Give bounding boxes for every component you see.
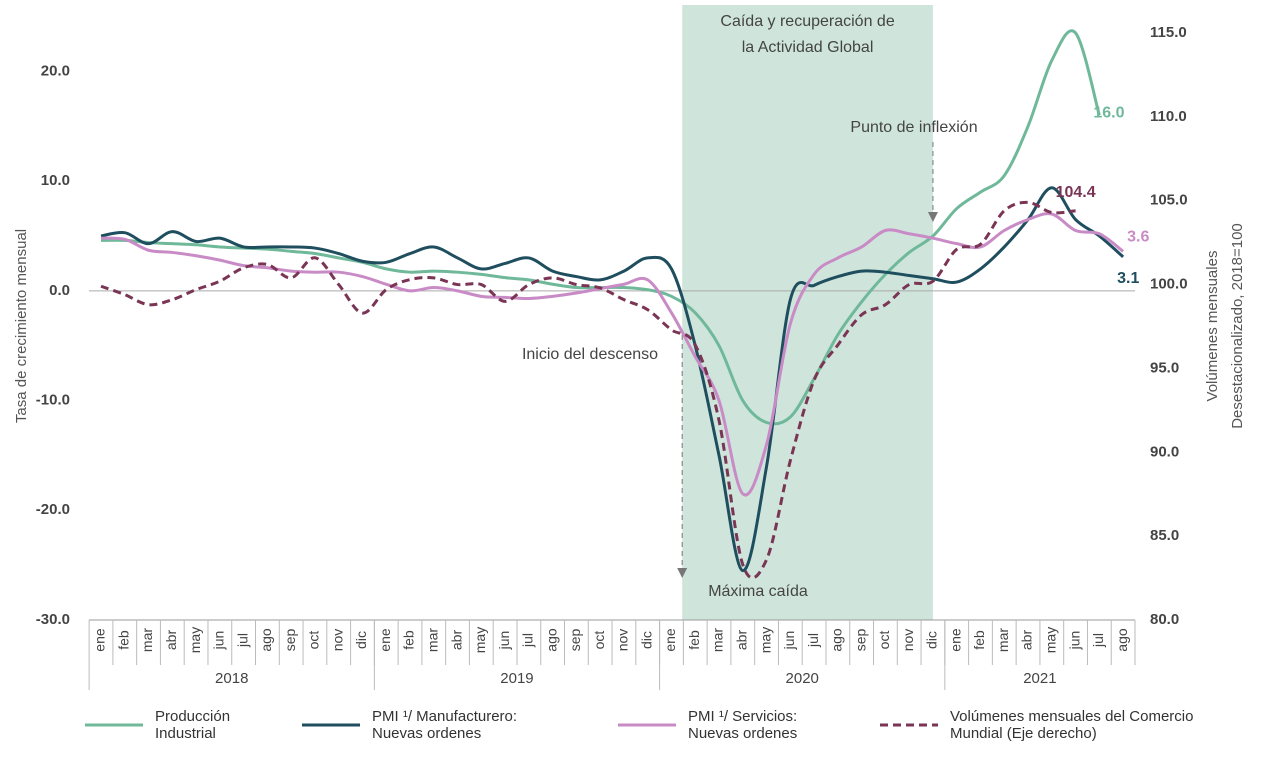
y-tick-label: 0.0 xyxy=(49,282,70,299)
x-group-label: 2018 xyxy=(215,670,248,687)
y2-tick-label: 105.0 xyxy=(1150,192,1188,209)
series-line xyxy=(101,31,1099,424)
legend-swatch xyxy=(618,720,676,730)
x-tick-label: oct xyxy=(306,631,322,650)
page: Tasa de crecimiento mensual Volúmenes me… xyxy=(0,0,1261,759)
highlight-band xyxy=(682,5,933,620)
annotation: Inicio del descenso xyxy=(522,346,658,363)
x-tick-label: nov xyxy=(900,629,916,652)
legend-item: Producción Industrial xyxy=(85,708,275,742)
y-tick-label: -10.0 xyxy=(36,392,70,409)
y-tick-label: -30.0 xyxy=(36,611,70,628)
x-tick-label: feb xyxy=(686,630,702,650)
x-tick-label: ene xyxy=(92,628,108,652)
x-tick-label: may xyxy=(472,627,488,653)
legend-item: PMI ¹/ Servicios: Nuevas ordenes xyxy=(618,708,828,742)
x-tick-label: dic xyxy=(924,631,940,649)
x-tick-label: sep xyxy=(567,629,583,652)
y-axis-title: Tasa de crecimiento mensual xyxy=(13,229,30,423)
x-tick-label: ene xyxy=(662,628,678,652)
legend-label: Producción Industrial xyxy=(155,708,275,742)
x-tick-label: dic xyxy=(638,631,654,649)
legend-item: PMI ¹/ Manufacturero: Nuevas ordenes xyxy=(302,708,572,742)
legend-item: Volúmenes mensuales del Comercio Mundial… xyxy=(880,708,1250,742)
x-tick-label: ene xyxy=(947,628,963,652)
highlight-text: la Actividad Global xyxy=(742,39,874,56)
value-label: 104.4 xyxy=(1056,184,1096,201)
chart: Tasa de crecimiento mensual Volúmenes me… xyxy=(0,0,1261,700)
x-tick-label: oct xyxy=(591,631,607,650)
x-tick-label: jul xyxy=(234,633,250,648)
y-tick-label: 10.0 xyxy=(41,172,70,189)
annotation: Máxima caída xyxy=(708,583,808,600)
x-tick-label: sep xyxy=(282,629,298,652)
x-tick-label: abr xyxy=(1019,630,1035,651)
x-tick-label: jun xyxy=(496,631,512,651)
x-tick-label: abr xyxy=(163,630,179,651)
annotation: Punto de inflexión xyxy=(850,119,977,136)
x-tick-label: jun xyxy=(211,631,227,651)
x-tick-label: jun xyxy=(1066,631,1082,651)
x-tick-label: dic xyxy=(353,631,369,649)
legend-label: Volúmenes mensuales del Comercio Mundial… xyxy=(950,708,1250,742)
x-tick-label: mar xyxy=(139,628,155,652)
x-tick-label: mar xyxy=(995,628,1011,652)
x-tick-label: jul xyxy=(1090,633,1106,648)
legend-swatch xyxy=(85,720,143,730)
highlight-text: Caída y recuperación de xyxy=(720,13,894,30)
legend-swatch xyxy=(302,720,360,730)
x-tick-label: jul xyxy=(805,633,821,648)
x-tick-label: jul xyxy=(520,633,536,648)
y2-tick-label: 115.0 xyxy=(1150,24,1187,41)
x-tick-label: abr xyxy=(733,630,749,651)
y2-tick-label: 110.0 xyxy=(1150,108,1187,125)
y2-tick-label: 80.0 xyxy=(1150,611,1179,628)
x-tick-label: feb xyxy=(401,630,417,650)
x-tick-label: ago xyxy=(829,628,845,652)
series-line xyxy=(101,188,1123,571)
x-tick-label: feb xyxy=(971,630,987,650)
y2-axis-title: Desestacionalizado, 2018=100 xyxy=(1229,223,1246,429)
x-tick-label: sep xyxy=(852,629,868,652)
y-tick-label: -20.0 xyxy=(36,501,70,518)
x-tick-label: ago xyxy=(258,628,274,652)
y2-tick-label: 100.0 xyxy=(1150,276,1188,293)
x-tick-label: abr xyxy=(448,630,464,651)
x-tick-label: may xyxy=(757,627,773,653)
x-tick-label: feb xyxy=(115,630,131,650)
x-group-label: 2020 xyxy=(786,670,819,687)
legend-label: PMI ¹/ Servicios: Nuevas ordenes xyxy=(688,708,828,742)
x-group-label: 2019 xyxy=(500,670,533,687)
legend-swatch xyxy=(880,720,938,730)
x-tick-label: ago xyxy=(543,628,559,652)
value-label: 3.1 xyxy=(1117,270,1139,287)
y2-tick-label: 90.0 xyxy=(1150,443,1179,460)
x-tick-label: nov xyxy=(615,629,631,652)
value-label: 16.0 xyxy=(1093,105,1124,122)
y-tick-label: 20.0 xyxy=(41,62,70,79)
x-tick-label: nov xyxy=(329,629,345,652)
x-tick-label: mar xyxy=(424,628,440,652)
y2-tick-label: 95.0 xyxy=(1150,359,1179,376)
x-tick-label: may xyxy=(1043,627,1059,653)
x-tick-label: mar xyxy=(710,628,726,652)
x-tick-label: oct xyxy=(876,631,892,650)
x-tick-label: jun xyxy=(781,631,797,651)
y2-tick-label: 85.0 xyxy=(1150,527,1179,544)
legend-label: PMI ¹/ Manufacturero: Nuevas ordenes xyxy=(372,708,572,742)
x-tick-label: ago xyxy=(1114,628,1130,652)
value-label: 3.6 xyxy=(1127,229,1149,246)
x-tick-label: may xyxy=(187,627,203,653)
x-group-label: 2021 xyxy=(1023,670,1056,687)
y2-axis-title: Volúmenes mensuales xyxy=(1204,251,1221,402)
x-tick-label: ene xyxy=(377,628,393,652)
